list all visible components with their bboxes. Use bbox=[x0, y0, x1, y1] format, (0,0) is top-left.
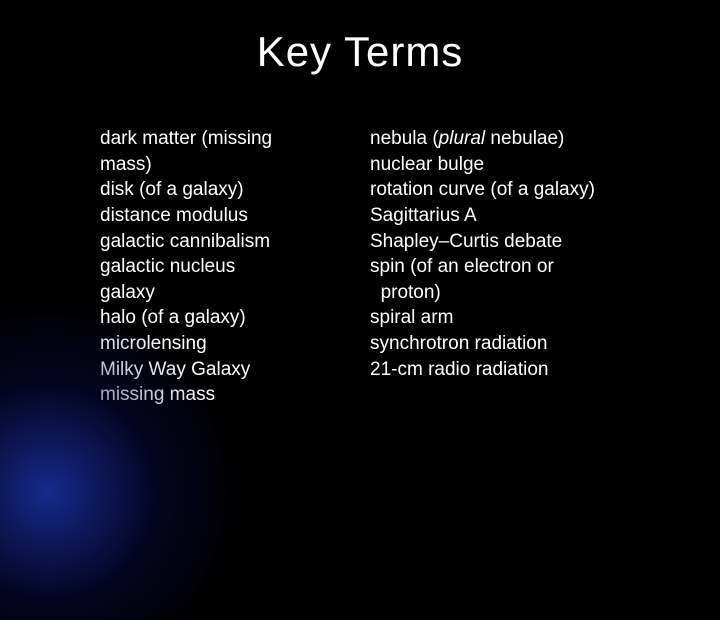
term-item: Milky Way Galaxy bbox=[100, 357, 360, 383]
term-item: spin (of an electron or proton) bbox=[370, 254, 670, 305]
term-item: rotation curve (of a galaxy) bbox=[370, 177, 670, 203]
term-item: Sagittarius A bbox=[370, 203, 670, 229]
right-column: nebula (plural nebulae)nuclear bulgerota… bbox=[370, 126, 670, 408]
term-item: disk (of a galaxy) bbox=[100, 177, 360, 203]
term-item: galactic cannibalism bbox=[100, 229, 360, 255]
term-item: 21-cm radio radiation bbox=[370, 357, 670, 383]
term-text: nebulae) bbox=[485, 128, 564, 149]
term-item: galactic nucleus bbox=[100, 254, 360, 280]
term-item: microlensing bbox=[100, 331, 360, 357]
term-italic: plural bbox=[439, 128, 485, 149]
term-item: missing mass bbox=[100, 382, 360, 408]
columns-container: dark matter (missing mass)disk (of a gal… bbox=[0, 76, 720, 408]
term-item: Shapley–Curtis debate bbox=[370, 229, 670, 255]
term-item: nuclear bulge bbox=[370, 152, 670, 178]
term-item: spiral arm bbox=[370, 305, 670, 331]
term-item: dark matter (missing mass) bbox=[100, 126, 360, 177]
term-item: nebula (plural nebulae) bbox=[370, 126, 670, 152]
left-column: dark matter (missing mass)disk (of a gal… bbox=[100, 126, 360, 408]
term-item: galaxy bbox=[100, 280, 360, 306]
term-item: synchrotron radiation bbox=[370, 331, 670, 357]
slide-title: Key Terms bbox=[0, 0, 720, 76]
term-item: halo (of a galaxy) bbox=[100, 305, 360, 331]
term-text: nebula ( bbox=[370, 128, 439, 149]
term-item: distance modulus bbox=[100, 203, 360, 229]
